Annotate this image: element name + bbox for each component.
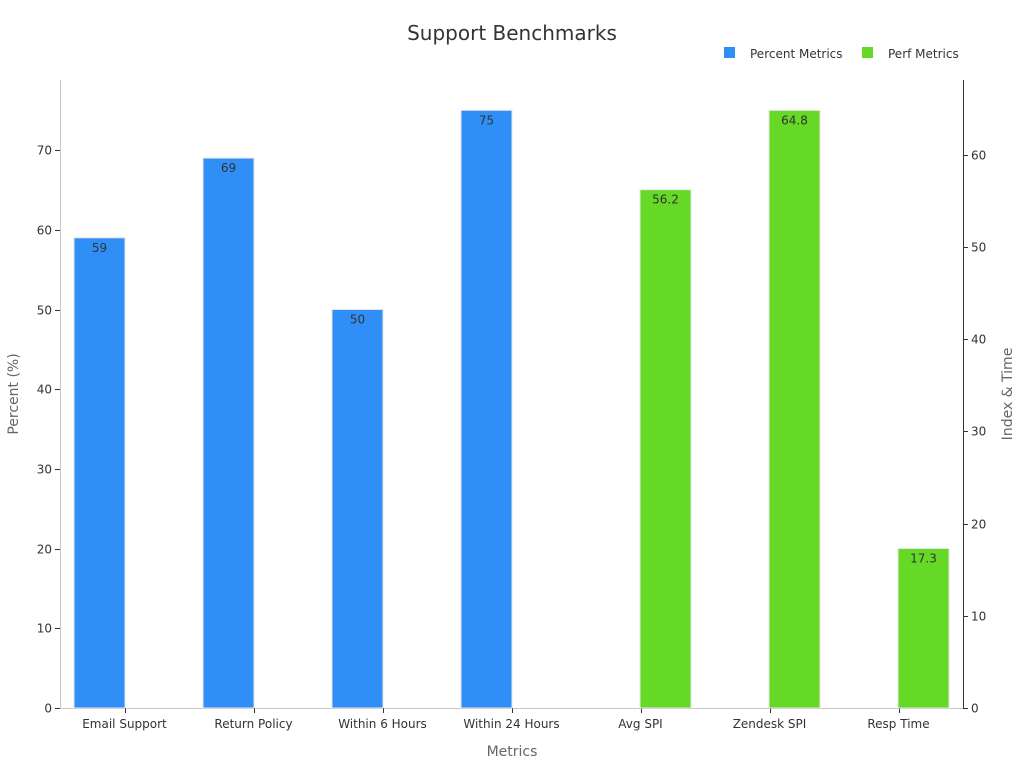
legend-swatch-perf-metrics (862, 47, 873, 58)
y-left-tick-label: 20 (37, 543, 52, 557)
bar-perf-metrics-resp-time (897, 548, 950, 709)
data-label-zendesk-spi: 64.8 (781, 113, 808, 127)
y-left-tick-label: 40 (37, 383, 52, 397)
y-left-tick-label: 50 (37, 304, 52, 318)
bar-percent-metrics-within-24-hours (460, 109, 513, 709)
y-left-tick-label: 60 (37, 224, 52, 238)
y-left-tick-label: 70 (37, 144, 52, 158)
data-label-within-24-hours: 75 (479, 113, 494, 127)
x-axis-title: Metrics (487, 744, 538, 760)
x-tick-label-return-policy: Return Policy (214, 717, 292, 731)
x-tick-label-email-support: Email Support (82, 717, 167, 731)
y-left-tick-label: 30 (37, 463, 52, 477)
y-right-tick-label: 30 (971, 425, 986, 439)
y-axis-right-ticks: 0 10 20 30 40 50 60 (963, 149, 986, 716)
y-right-tick-label: 50 (971, 241, 986, 255)
bar-percent-metrics-email-support (73, 237, 126, 709)
chart-title: Support Benchmarks (407, 21, 617, 45)
data-label-within-6-hours: 50 (350, 313, 365, 327)
y-axis-right-title: Index & Time (1000, 348, 1016, 441)
x-tick-label-zendesk-spi: Zendesk SPI (733, 717, 807, 731)
y-right-tick-label: 60 (971, 149, 986, 163)
legend: Percent Metrics Perf Metrics (724, 47, 959, 61)
data-label-avg-spi: 56.2 (652, 193, 679, 207)
legend-swatch-percent-metrics (724, 47, 735, 58)
x-tick-label-resp-time: Resp Time (867, 717, 929, 731)
bar-percent-metrics-return-policy (202, 157, 255, 709)
bar-perf-metrics-avg-spi (639, 189, 692, 709)
bar-perf-metrics-zendesk-spi (768, 109, 821, 709)
data-label-return-policy: 69 (221, 161, 236, 175)
x-tick-label-avg-spi: Avg SPI (618, 717, 662, 731)
bar-percent-metrics-within-6-hours (331, 309, 384, 709)
legend-label-percent-metrics: Percent Metrics (750, 47, 843, 61)
legend-label-perf-metrics: Perf Metrics (888, 47, 959, 61)
y-axis-left-ticks: 0 10 20 30 40 50 60 70 (37, 144, 60, 716)
y-right-tick-label: 40 (971, 333, 986, 347)
y-axis-left-title: Percent (%) (6, 353, 22, 434)
x-axis-ticks: Email Support Return Policy Within 6 Hours… (82, 708, 930, 731)
y-right-tick-label: 10 (971, 610, 986, 624)
y-left-tick-label: 0 (44, 702, 52, 716)
data-label-email-support: 59 (92, 241, 107, 255)
y-right-tick-label: 20 (971, 518, 986, 532)
data-label-resp-time: 17.3 (910, 552, 937, 566)
y-right-tick-label: 0 (971, 702, 979, 716)
y-left-tick-label: 10 (37, 622, 52, 636)
x-tick-label-within-6-hours: Within 6 Hours (338, 717, 427, 731)
data-labels: 59 69 50 75 56.2 64.8 17.3 (92, 113, 937, 565)
x-tick-label-within-24-hours: Within 24 Hours (463, 717, 559, 731)
bars (73, 109, 950, 709)
